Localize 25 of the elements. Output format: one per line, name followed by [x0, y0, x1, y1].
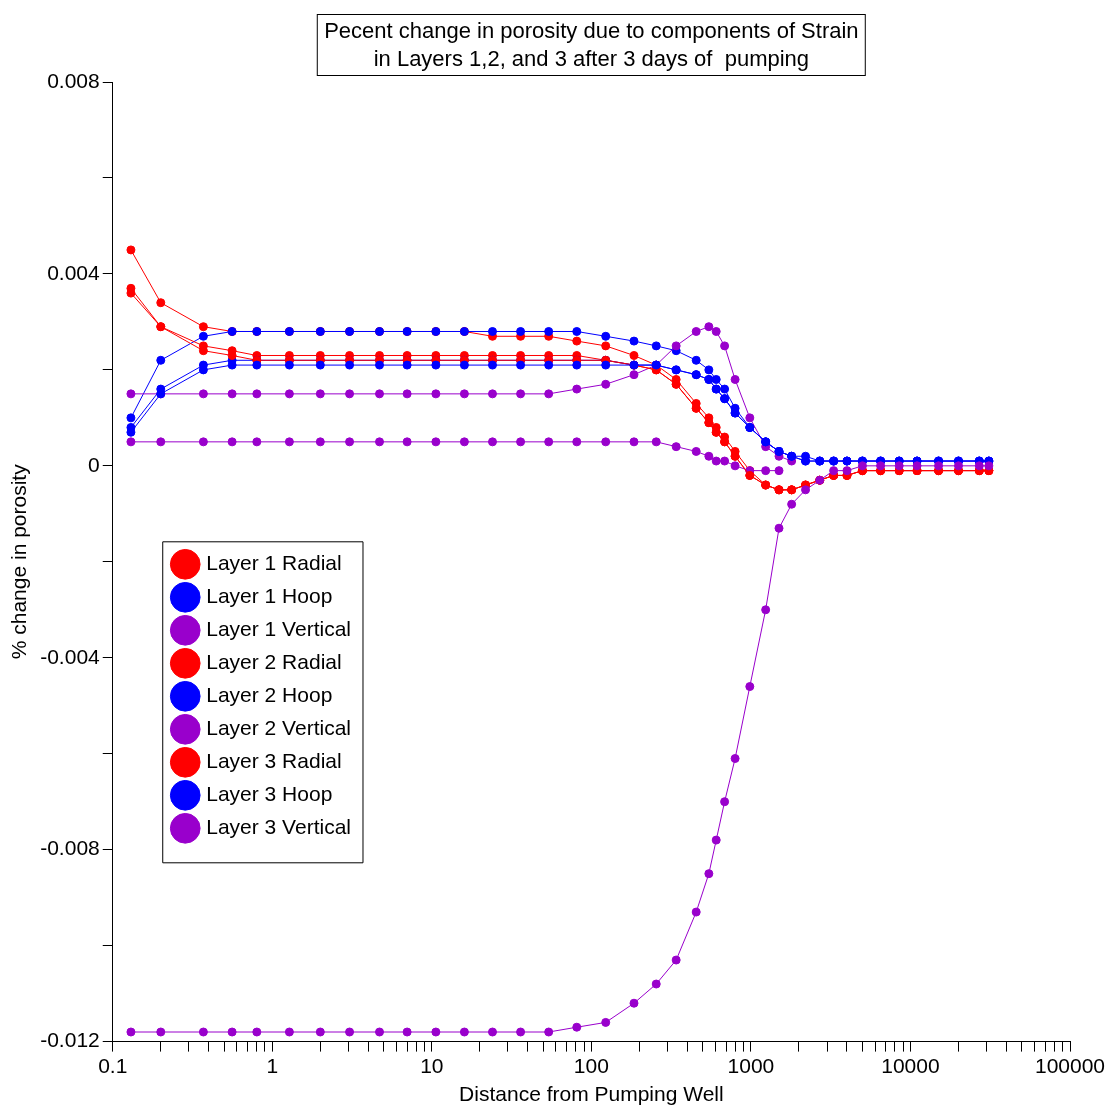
legend-label: Layer 2 Radial: [206, 650, 342, 674]
legend-label: Layer 1 Vertical: [206, 617, 351, 641]
x-axis-title: Distance from Pumping Well: [459, 1082, 724, 1106]
y-tick-label: -0.012: [40, 1028, 100, 1052]
x-tick-label: 1000: [727, 1054, 775, 1077]
y-tick-label: -0.008: [40, 836, 100, 860]
x-tick-label: 10: [420, 1054, 444, 1077]
x-tick-label: 0.1: [98, 1054, 128, 1077]
legend-label: Layer 1 Hoop: [206, 584, 333, 608]
y-tick-label: 0: [88, 452, 100, 476]
x-tick-label: 100: [573, 1054, 609, 1077]
legend-label: Layer 3 Vertical: [206, 815, 351, 839]
x-tick-label: 10000: [881, 1054, 940, 1077]
y-tick-label: -0.004: [40, 644, 101, 668]
x-tick-label: 100000: [1034, 1054, 1106, 1077]
legend-label: Layer 1 Radial: [206, 551, 342, 575]
chart-title: Pecent change in porosity due to components of Strain in Layers 1,2, and 3 after 3 days of pumping: [317, 14, 866, 76]
y-tick-label: 0.008: [47, 68, 100, 92]
y-tick-label: 0.004: [47, 260, 101, 284]
x-tick-label: 1: [266, 1054, 279, 1077]
y-axis-title: % change in porosity: [7, 463, 31, 660]
legend-label: Layer 2 Vertical: [206, 716, 351, 740]
legend-label: Layer 2 Hoop: [206, 683, 333, 707]
legend-label: Layer 3 Hoop: [206, 782, 333, 806]
legend-label: Layer 3 Radial: [206, 749, 342, 773]
